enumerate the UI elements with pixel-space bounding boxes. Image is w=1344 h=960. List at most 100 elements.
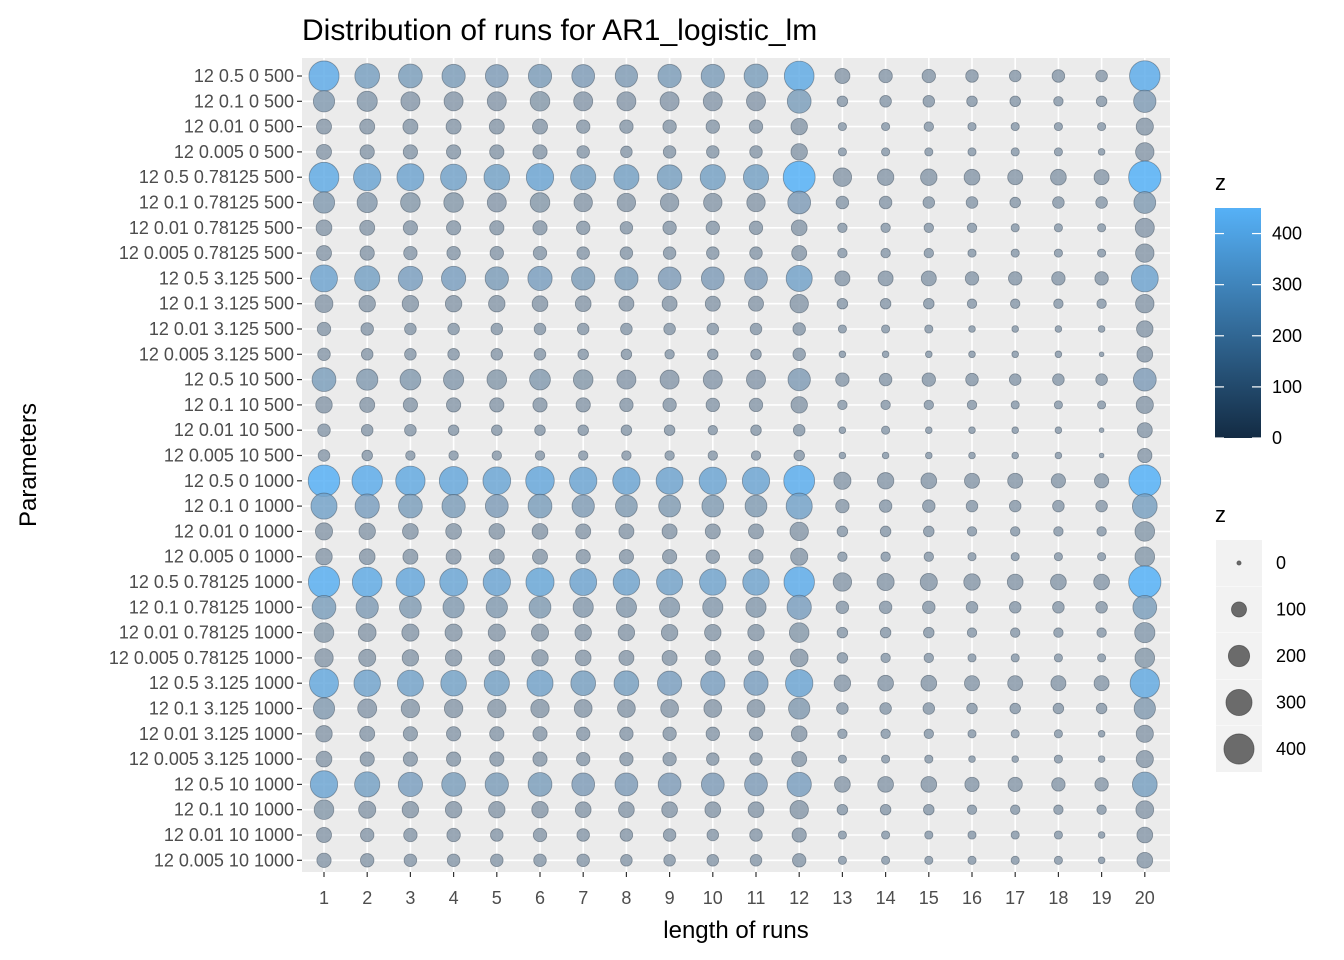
data-point: [401, 801, 420, 819]
color-legend-title: z: [1215, 170, 1226, 195]
data-point: [701, 494, 725, 518]
data-point: [614, 64, 638, 88]
data-point: [444, 801, 463, 819]
data-point: [447, 348, 460, 361]
data-point: [315, 396, 333, 414]
data-point: [401, 623, 420, 642]
data-point: [836, 702, 849, 715]
data-point: [1008, 373, 1022, 386]
data-point: [748, 397, 764, 413]
data-point: [1051, 271, 1066, 286]
data-point: [660, 699, 679, 718]
data-point: [1094, 777, 1109, 792]
data-point: [311, 367, 337, 392]
data-point: [359, 219, 376, 236]
data-point: [1050, 675, 1067, 692]
data-point: [923, 626, 935, 639]
data-point: [925, 350, 933, 359]
data-point: [791, 827, 807, 843]
data-point: [664, 349, 675, 360]
data-point: [837, 754, 847, 764]
data-point: [571, 64, 596, 88]
data-point: [395, 567, 426, 597]
y-tick-label: 12 0.01 0 1000: [174, 521, 294, 541]
size-legend-label: 400: [1276, 739, 1306, 759]
data-point: [317, 347, 331, 362]
data-point: [573, 192, 593, 213]
data-point: [790, 143, 808, 161]
data-point: [966, 526, 978, 537]
data-point: [966, 627, 978, 638]
data-point: [440, 669, 467, 697]
data-point: [447, 424, 460, 436]
data-point: [446, 397, 462, 413]
data-point: [925, 426, 933, 434]
data-point: [876, 168, 895, 186]
data-point: [488, 649, 506, 667]
data-point: [360, 853, 375, 868]
data-point: [965, 499, 979, 513]
y-tick-label: 12 0.01 3.125 1000: [139, 724, 294, 744]
data-point: [441, 265, 467, 291]
data-point: [569, 568, 598, 596]
data-point: [791, 751, 808, 768]
data-point: [748, 726, 764, 741]
data-point: [316, 827, 332, 843]
data-point: [484, 266, 509, 291]
data-point: [569, 466, 598, 495]
data-point: [786, 771, 812, 797]
data-point: [1094, 271, 1109, 286]
data-point: [879, 702, 892, 715]
data-point: [354, 63, 380, 89]
data-point: [1053, 248, 1063, 258]
data-point: [358, 522, 376, 541]
data-point: [619, 726, 634, 741]
data-point: [923, 803, 935, 816]
data-point: [1096, 627, 1107, 638]
data-point: [445, 523, 462, 540]
data-point: [1010, 653, 1020, 663]
data-point: [968, 325, 976, 333]
size-key-point: [1223, 733, 1255, 765]
data-point: [396, 163, 425, 192]
data-point: [707, 348, 719, 361]
data-point: [967, 855, 977, 865]
data-point: [1007, 776, 1023, 792]
data-point: [395, 465, 426, 496]
x-tick-label: 1: [319, 888, 329, 908]
x-tick-label: 3: [405, 888, 415, 908]
data-point: [968, 350, 976, 359]
data-point: [527, 63, 553, 89]
data-point: [880, 247, 891, 259]
data-point: [705, 549, 720, 564]
data-point: [576, 726, 591, 741]
data-point: [920, 674, 938, 692]
data-point: [359, 144, 375, 160]
x-tick-label: 10: [703, 888, 723, 908]
data-point: [925, 451, 933, 460]
data-point: [744, 772, 768, 797]
size-legend-label: 300: [1276, 693, 1306, 713]
data-point: [1134, 217, 1155, 238]
data-point: [833, 471, 852, 490]
data-point: [530, 698, 550, 719]
data-point: [1050, 473, 1066, 489]
data-point: [707, 425, 718, 436]
color-legend-label: 0: [1272, 428, 1282, 448]
data-point: [788, 697, 811, 720]
data-point: [662, 549, 678, 565]
data-point: [1095, 499, 1108, 513]
data-point: [445, 548, 462, 565]
x-tick-label: 12: [789, 888, 809, 908]
data-point: [402, 220, 418, 236]
data-point: [484, 494, 509, 518]
data-point: [921, 372, 936, 387]
data-point: [438, 466, 469, 496]
data-point: [792, 423, 806, 437]
y-tick-label: 12 0.5 0.78125 500: [139, 167, 294, 187]
data-point: [525, 567, 555, 597]
data-point: [312, 90, 336, 113]
data-point: [358, 800, 377, 819]
data-point: [747, 623, 765, 642]
data-point: [785, 669, 814, 698]
